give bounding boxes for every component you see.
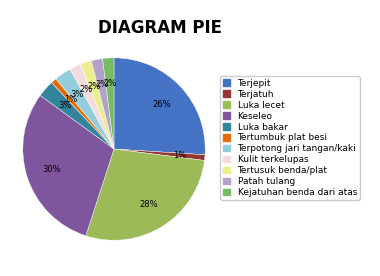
Text: 1%: 1%	[64, 95, 77, 104]
Wedge shape	[114, 149, 205, 160]
Wedge shape	[81, 61, 114, 149]
Wedge shape	[56, 69, 114, 149]
Text: DIAGRAM PIE: DIAGRAM PIE	[98, 19, 222, 37]
Text: 3%: 3%	[58, 101, 71, 110]
Wedge shape	[23, 95, 114, 236]
Text: 1%: 1%	[173, 151, 186, 160]
Wedge shape	[103, 58, 114, 149]
Text: 2%: 2%	[87, 82, 100, 91]
Text: 2%: 2%	[103, 79, 117, 88]
Text: 2%: 2%	[95, 80, 108, 89]
Legend: Terjepit, Terjatuh, Luka lecet, Keseleo, Luka bakar, Tertumbuk plat besi, Terpot: Terjepit, Terjatuh, Luka lecet, Keseleo,…	[220, 76, 359, 200]
Text: 3%: 3%	[70, 90, 84, 99]
Text: 28%: 28%	[140, 200, 158, 209]
Wedge shape	[86, 149, 204, 240]
Text: 2%: 2%	[79, 85, 93, 94]
Text: 26%: 26%	[152, 100, 171, 108]
Wedge shape	[40, 83, 114, 149]
Wedge shape	[52, 79, 114, 149]
Text: 30%: 30%	[42, 165, 61, 174]
Wedge shape	[114, 58, 205, 155]
Wedge shape	[70, 64, 114, 149]
Wedge shape	[91, 59, 114, 149]
